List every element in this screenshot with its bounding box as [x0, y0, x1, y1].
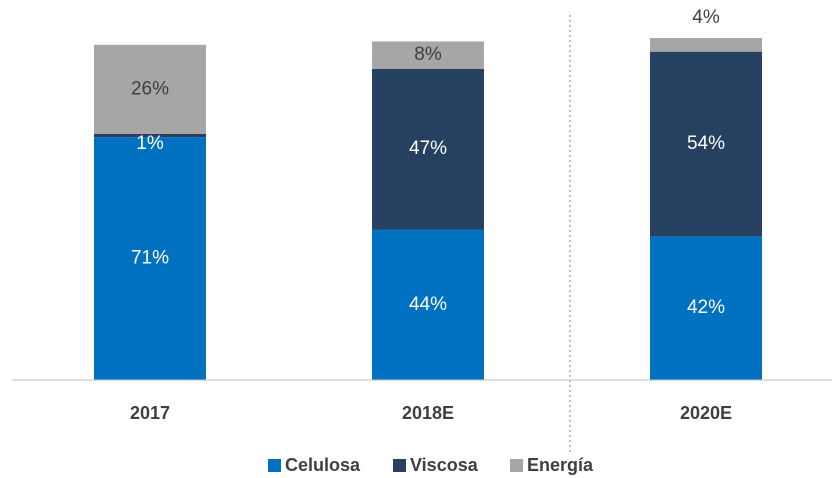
data-label: 8%	[414, 44, 442, 65]
data-label: 47%	[409, 138, 447, 159]
bar-segment	[650, 236, 762, 380]
bar-segment	[372, 41, 484, 69]
x-tick-label: 2020E	[680, 403, 732, 423]
bar-segment	[94, 137, 206, 380]
bar-segment	[372, 229, 484, 380]
legend-swatch	[510, 459, 523, 472]
legend-swatch	[268, 459, 281, 472]
legend-swatch	[393, 459, 406, 472]
data-label: 71%	[131, 248, 169, 269]
x-tick-label: 2018E	[402, 403, 454, 423]
legend-label: Energía	[527, 455, 594, 475]
legend-label: Celulosa	[285, 455, 361, 475]
data-label: 44%	[409, 294, 447, 315]
bar-segment	[650, 51, 762, 237]
data-label: 42%	[687, 297, 725, 318]
data-label: 4%	[692, 7, 720, 28]
data-label: 26%	[131, 78, 169, 99]
data-label: 54%	[687, 133, 725, 154]
bar-segment	[94, 44, 206, 134]
legend-label: Viscosa	[410, 455, 479, 475]
bar-segment	[650, 38, 762, 52]
x-tick-label: 2017	[130, 403, 170, 423]
bar-segment	[94, 133, 206, 138]
data-label: 1%	[136, 133, 164, 154]
bar-segment	[372, 68, 484, 230]
